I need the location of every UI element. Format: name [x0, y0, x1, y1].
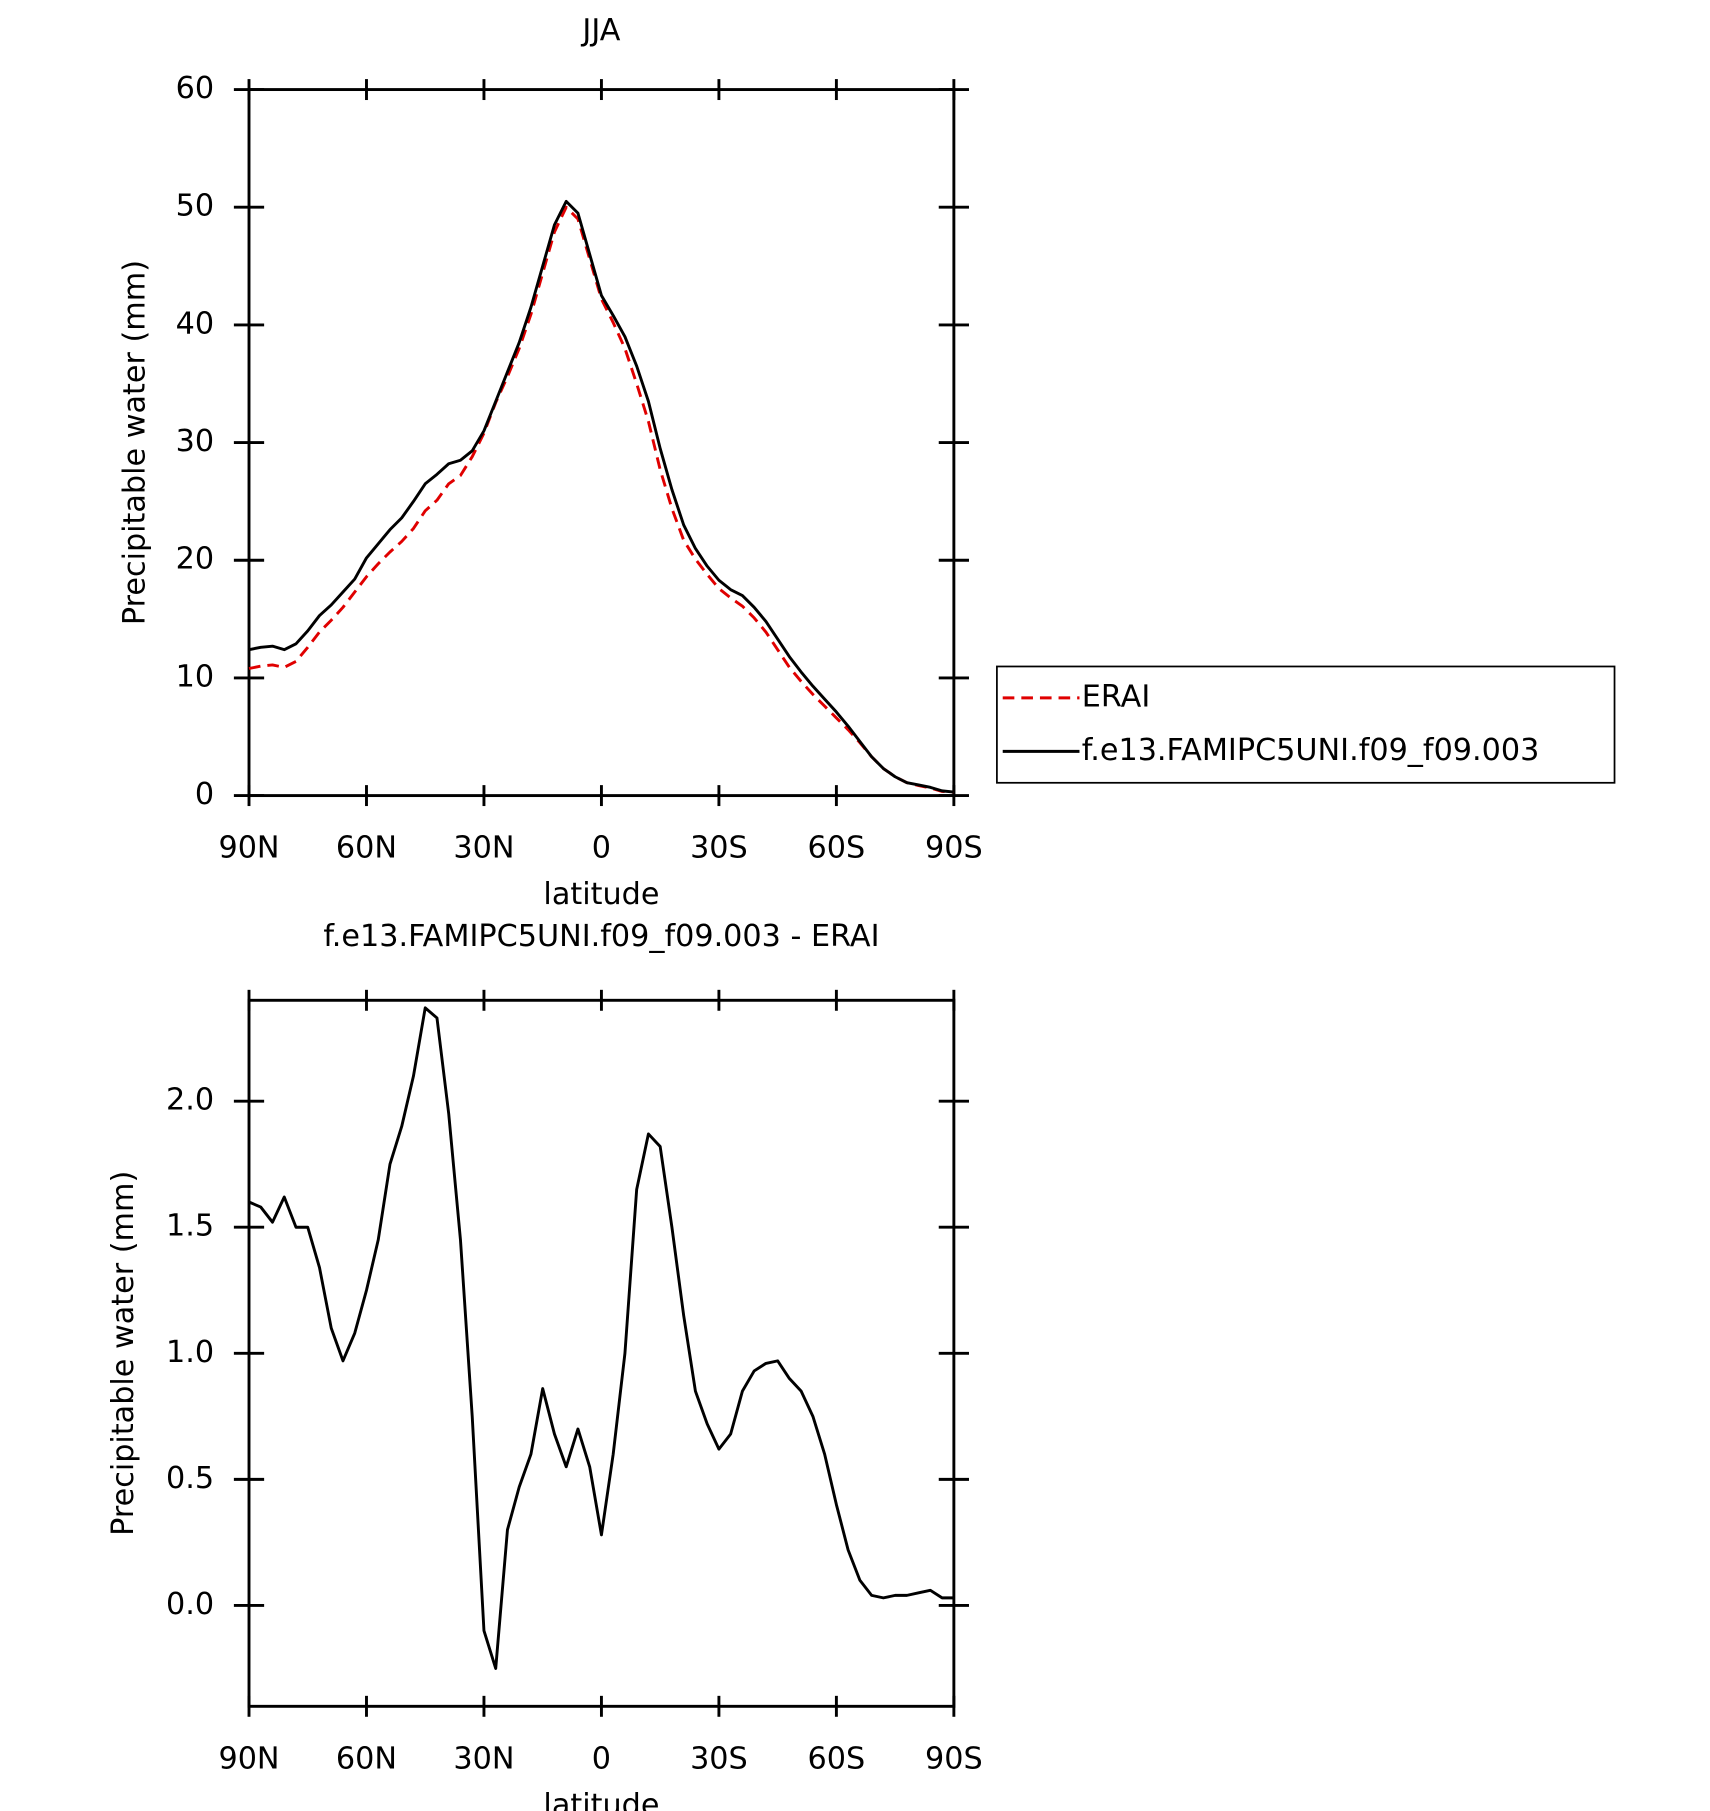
- y-axis-label: Precipitable water (mm): [118, 260, 153, 625]
- y-tick-label: 1.0: [166, 1335, 214, 1370]
- y-tick-label: 0.0: [166, 1587, 214, 1622]
- x-tick-label: 90S: [925, 831, 983, 866]
- x-tick-label: 90N: [218, 1741, 279, 1776]
- x-tick-label: 60S: [808, 1741, 866, 1776]
- legend-label: ERAI: [1082, 679, 1151, 714]
- y-tick-label: 1.5: [166, 1209, 214, 1244]
- x-tick-label: 0: [592, 831, 611, 866]
- x-tick-label: 0: [592, 1741, 611, 1776]
- y-tick-label: 10: [176, 659, 214, 694]
- chart-title: JJA: [580, 13, 620, 48]
- y-tick-label: 60: [176, 71, 214, 106]
- y-axis-label: Precipitable water (mm): [106, 1171, 141, 1536]
- x-tick-label: 30S: [690, 831, 748, 866]
- data-line: [248, 205, 954, 794]
- x-axis-label: latitude: [543, 877, 659, 912]
- y-tick-label: 20: [176, 542, 214, 577]
- data-line: [248, 199, 955, 794]
- y-tick-label: 0.5: [166, 1461, 214, 1496]
- x-tick-label: 60N: [336, 831, 397, 866]
- plot-frame: [247, 998, 956, 1708]
- y-tick-label: 50: [176, 189, 214, 224]
- legend-label: f.e13.FAMIPC5UNI.f09_f09.003: [1082, 733, 1540, 768]
- x-tick-label: 30S: [690, 1741, 748, 1776]
- data-line: [248, 1006, 954, 1670]
- x-tick-label: 90S: [925, 1741, 983, 1776]
- y-tick-label: 0: [195, 777, 214, 812]
- x-tick-label: 30N: [453, 1741, 514, 1776]
- y-tick-label: 2.0: [166, 1083, 214, 1118]
- x-tick-label: 60N: [336, 1741, 397, 1776]
- legend-box: [996, 665, 1616, 784]
- x-tick-label: 30N: [453, 831, 514, 866]
- x-tick-label: 90N: [218, 831, 279, 866]
- x-axis-label: latitude: [543, 1788, 659, 1811]
- y-tick-label: 30: [176, 424, 214, 459]
- chart-title: f.e13.FAMIPC5UNI.f09_f09.003 - ERAI: [323, 919, 879, 954]
- plot-frame: [247, 88, 956, 798]
- x-tick-label: 60S: [808, 831, 866, 866]
- y-tick-label: 40: [176, 306, 214, 341]
